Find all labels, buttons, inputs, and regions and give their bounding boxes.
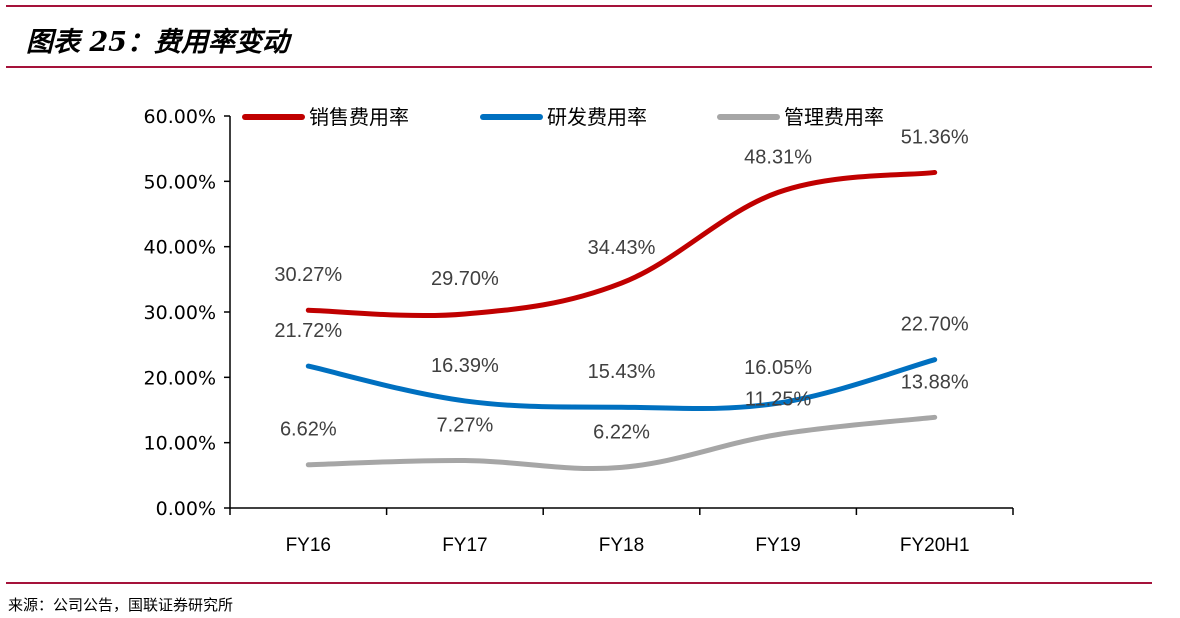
data-label: 30.27% — [274, 264, 342, 286]
data-label: 51.36% — [901, 126, 969, 148]
data-label: 16.05% — [744, 357, 812, 379]
data-label: 13.88% — [901, 371, 969, 393]
footer-rule — [6, 582, 1152, 584]
title-rule — [6, 66, 1152, 68]
y-tick-label: 40.00% — [144, 237, 216, 259]
x-tick-label: FY20H1 — [900, 535, 970, 556]
y-tick-label: 10.00% — [144, 433, 216, 455]
y-tick-label: 60.00% — [144, 106, 216, 128]
y-tick-label: 30.00% — [144, 302, 216, 324]
top-rule — [6, 5, 1152, 7]
data-label: 48.31% — [744, 146, 812, 168]
x-tick-label: FY17 — [442, 535, 487, 556]
data-label: 21.72% — [274, 320, 342, 342]
data-label: 6.22% — [593, 421, 650, 443]
legend-label: 研发费用率 — [547, 105, 647, 129]
x-tick-label: FY16 — [286, 535, 331, 556]
series-line-0 — [305, 169, 938, 319]
chart-title: 图表 25：费用率变动 — [26, 27, 289, 58]
data-label: 34.43% — [588, 237, 656, 259]
data-label: 11.25% — [745, 389, 812, 411]
x-tick-label: FY19 — [755, 535, 800, 556]
x-tick-label: FY18 — [599, 535, 644, 556]
data-label: 16.39% — [431, 355, 499, 377]
data-label: 7.27% — [437, 415, 494, 437]
y-tick-label: 0.00% — [156, 498, 216, 520]
data-label: 29.70% — [431, 268, 499, 290]
data-label: 6.62% — [280, 419, 337, 441]
y-tick-label: 50.00% — [144, 171, 216, 193]
y-tick-label: 20.00% — [144, 367, 216, 389]
source-note: 来源：公司公告，国联证券研究所 — [8, 596, 234, 614]
data-label: 15.43% — [588, 361, 656, 383]
series-line-2 — [305, 414, 938, 472]
series-line-1 — [305, 357, 938, 412]
data-label: 22.70% — [901, 314, 969, 336]
legend-label: 销售费用率 — [309, 105, 409, 129]
legend-label: 管理费用率 — [784, 105, 884, 129]
